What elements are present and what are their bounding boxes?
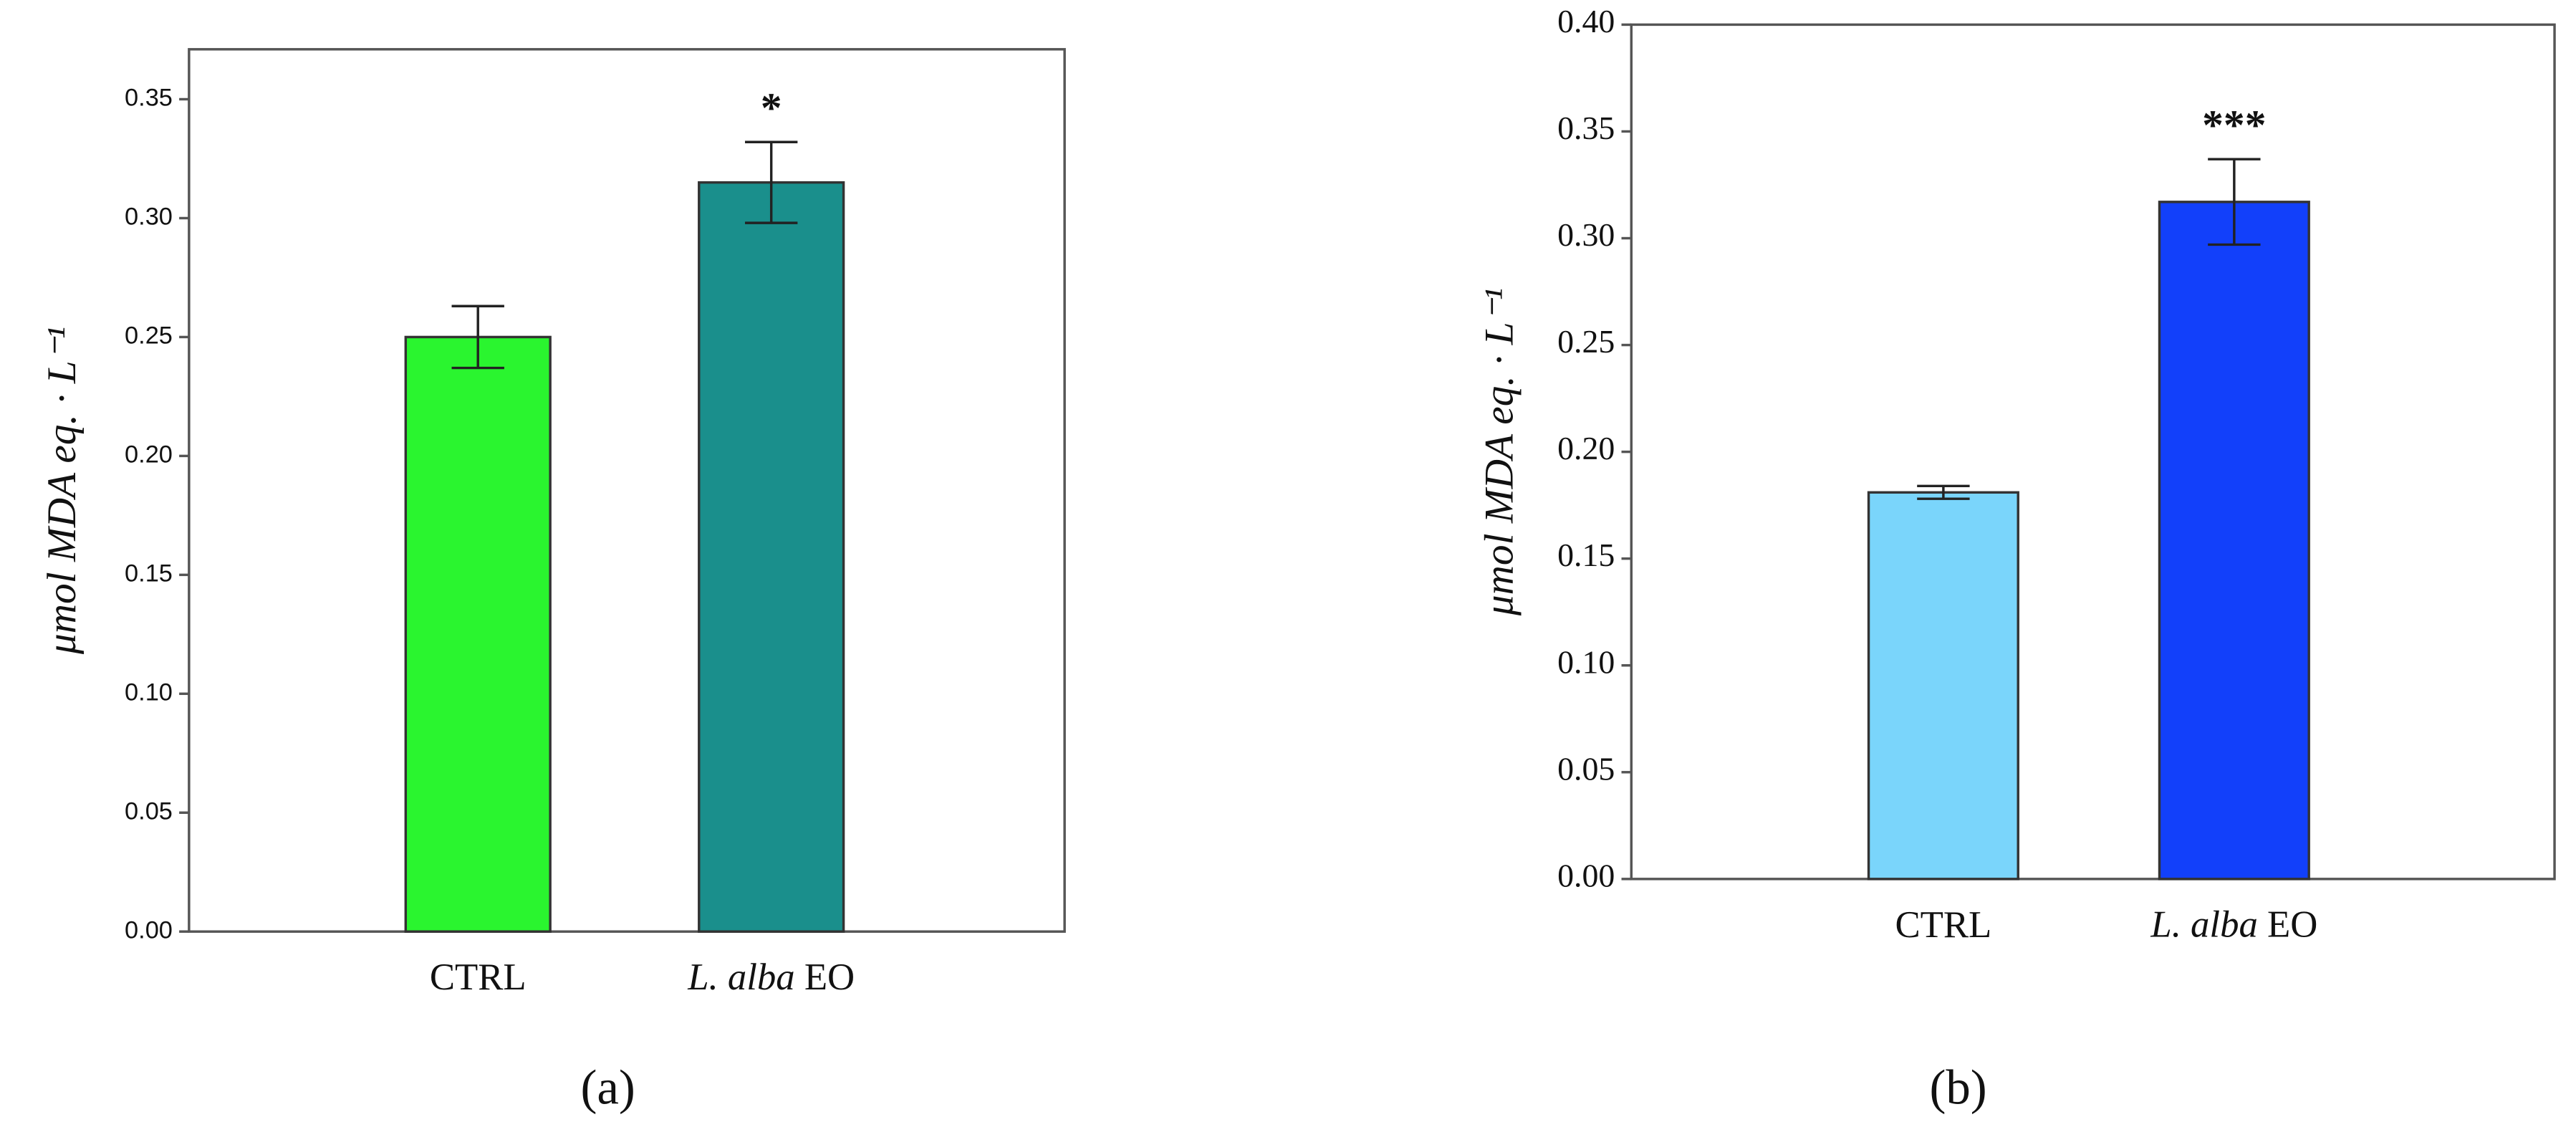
significance-marker: * [761, 85, 782, 132]
y-tick-label: 0.20 [125, 441, 173, 468]
y-tick-label: 0.15 [125, 560, 173, 587]
y-tick-label: 0.00 [125, 916, 173, 944]
y-axis-label: μmol MDA eq. · L⁻¹ [1477, 288, 1522, 616]
y-tick-label: 0.05 [125, 797, 173, 825]
y-tick-label: 0.35 [125, 85, 173, 112]
y-tick-label: 0.30 [1557, 216, 1615, 253]
x-tick-label: L. alba EO [687, 956, 855, 998]
y-tick-label: 0.25 [1557, 323, 1615, 360]
x-tick-label: L. alba EO [2150, 904, 2317, 946]
plot-frame [188, 48, 1066, 933]
bar [2158, 201, 2310, 881]
plot-frame [1630, 23, 2556, 881]
panel-label: (b) [1930, 1060, 1987, 1115]
y-tick-label: 0.00 [1557, 857, 1615, 893]
y-tick-label: 0.40 [1557, 3, 1615, 39]
panel-label: (a) [580, 1060, 635, 1115]
significance-marker: *** [2202, 102, 2266, 149]
x-tick-label: CTRL [1895, 904, 1991, 946]
y-tick-label: 0.20 [1557, 430, 1615, 466]
y-tick-label: 0.25 [125, 322, 173, 350]
y-tick-label: 0.05 [1557, 750, 1615, 787]
y-tick-label: 0.35 [1557, 110, 1615, 146]
x-tick-label: CTRL [430, 956, 527, 998]
bar [404, 335, 552, 933]
bar [1867, 491, 2019, 881]
y-tick-label: 0.30 [125, 203, 173, 231]
y-tick-label: 0.15 [1557, 537, 1615, 573]
y-tick-label: 0.10 [125, 678, 173, 706]
bar [698, 181, 845, 933]
y-axis-label: μmol MDA eq. · L⁻¹ [39, 327, 85, 655]
y-tick-label: 0.10 [1557, 643, 1615, 680]
